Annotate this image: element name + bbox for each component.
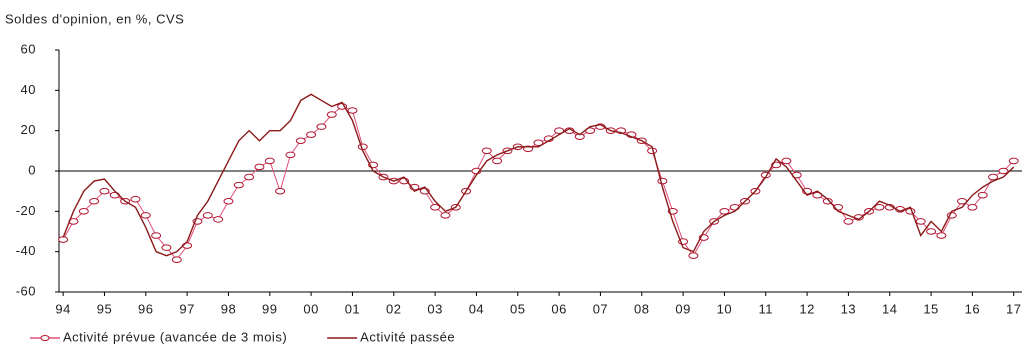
x-tick-label: 97 [179,301,194,316]
marker [58,236,69,243]
marker [481,147,492,155]
marker [140,212,151,219]
x-tick-label: 04 [469,301,484,316]
marker [554,127,565,134]
legend-label: Activité passée [360,329,455,344]
marker [171,256,182,264]
x-tick-label: 12 [799,301,814,316]
marker [967,204,978,211]
marker [915,218,926,225]
x-tick-label: 96 [138,301,153,316]
marker [161,244,172,251]
x-tick-label: 06 [551,301,566,316]
x-tick-label: 01 [345,301,360,316]
marker [233,181,244,189]
y-tick-label: 20 [21,122,36,137]
y-tick-label: 0 [28,162,36,177]
marker [89,197,100,205]
x-tick-label: 05 [510,301,525,316]
y-tick-label: -20 [16,203,36,218]
y-tick-label: -60 [16,283,36,298]
marker [78,208,89,215]
x-tick-label: 99 [262,301,277,316]
marker [988,173,999,181]
marker [781,157,792,165]
marker [347,107,358,114]
x-tick-label: 98 [221,301,236,316]
marker [874,204,885,211]
x-tick-label: 11 [759,301,774,316]
marker [936,232,947,239]
marker [213,216,224,223]
x-tick-label: 10 [717,301,732,316]
marker [306,131,317,138]
x-tick-label: 17 [1006,301,1021,316]
x-tick-label: 03 [427,301,442,316]
marker [440,212,451,219]
x-tick-label: 00 [303,301,318,316]
chart-title: Soldes d'opinion, en %, CVS [5,11,184,26]
legend-label: Activité prévue (avancée de 3 mois) [63,329,287,344]
marker [688,252,699,259]
marker [223,197,234,205]
marker [285,151,296,159]
marker [326,111,337,118]
x-tick-label: 13 [841,301,856,316]
x-tick-label: 14 [882,301,897,316]
x-tick-label: 07 [593,301,608,316]
marker [926,228,937,235]
marker [254,163,265,171]
marker [430,204,441,211]
marker [130,195,141,203]
x-tick-label: 15 [923,301,938,316]
marker [99,187,110,195]
marker [202,212,213,219]
legend-marker [40,335,50,341]
marker [977,191,988,199]
x-tick-label: 09 [675,301,690,316]
marker [275,187,286,195]
marker [264,157,275,165]
marker [295,137,306,145]
marker [905,208,916,215]
x-tick-label: 08 [634,301,649,316]
marker [533,139,544,147]
marker [316,123,327,130]
y-tick-label: 40 [21,82,36,97]
marker [492,157,503,165]
x-tick-label: 16 [965,301,980,316]
marker [1008,157,1019,165]
marker [244,173,255,181]
y-tick-label: -40 [16,243,36,258]
marker [843,218,854,225]
series-line [62,93,1015,257]
marker [151,232,162,239]
x-tick-label: 02 [386,301,401,316]
x-tick-label: 94 [55,301,70,316]
y-tick-label: 60 [21,41,36,56]
series-line [62,105,1015,261]
marker [719,208,730,215]
marker [657,177,668,185]
marker [998,167,1009,175]
x-tick-label: 95 [97,301,112,316]
